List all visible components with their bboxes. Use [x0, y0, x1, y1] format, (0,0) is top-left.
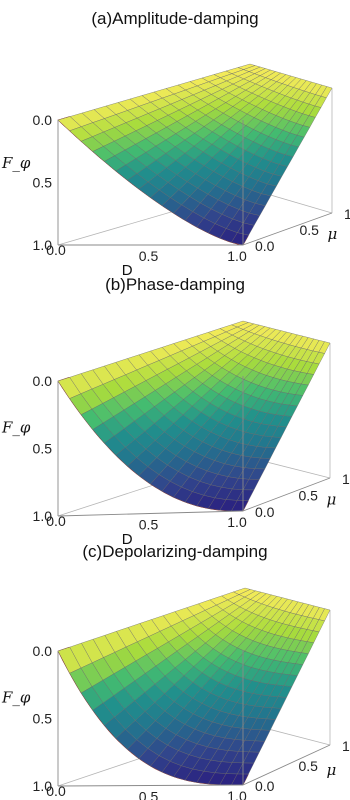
surface-panel-3: (c)Depolarizing-damping 1.0 0.5 0.0 F_φ 0.0 0.… — [1, 542, 350, 800]
y-tick-label: 0.0 — [255, 504, 275, 520]
y-tick-label: 1.0 — [344, 206, 350, 222]
x-tick-label: 0.5 — [139, 789, 159, 800]
y-axis-label: μ — [327, 761, 337, 779]
z-tick-label: 0.5 — [33, 441, 53, 457]
z-axis-label: F_φ — [1, 154, 31, 172]
y-axis-label: μ — [328, 225, 338, 243]
x-tick-label: 1.0 — [227, 514, 247, 530]
y-tick-label: 0.5 — [299, 488, 319, 504]
surface-panel-1: (a)Amplitude-damping 1.0 0.5 0.0 F_φ 0.0 0.5 1.… — [1, 9, 350, 279]
z-tick-label: 0.5 — [33, 711, 53, 727]
y-tick-label: 1.0 — [342, 471, 350, 487]
y-tick-label: 0.0 — [255, 238, 275, 254]
panel-title: (c)Depolarizing-damping — [82, 542, 267, 561]
y-tick-label: 0.5 — [300, 222, 320, 238]
z-axis-label: F_φ — [1, 688, 31, 706]
x-tick-label: 0.0 — [46, 242, 66, 258]
x-tick-label: 1.0 — [227, 248, 247, 264]
z-tick-label: 0.0 — [33, 373, 53, 389]
box-edge-front — [58, 511, 243, 516]
z-tick-label: 0.0 — [33, 643, 53, 659]
panel-title: (a)Amplitude-damping — [91, 9, 258, 28]
y-tick-label: 0.0 — [255, 778, 275, 794]
y-axis-label: μ — [327, 491, 337, 509]
z-tick-label: 0.5 — [33, 175, 53, 191]
z-axis-label: F_φ — [1, 418, 31, 436]
y-tick-label: 0.5 — [299, 758, 319, 774]
x-tick-label: 0.0 — [46, 513, 66, 529]
box-edge-front — [58, 785, 243, 786]
x-tick-label: 1.0 — [227, 788, 247, 800]
z-tick-label: 0.0 — [33, 112, 53, 128]
panel-title: (b)Phase-damping — [105, 275, 245, 294]
x-tick-label: 0.0 — [46, 783, 66, 799]
x-tick-label: 0.5 — [139, 517, 159, 533]
y-tick-label: 1.0 — [342, 738, 350, 754]
x-tick-label: 0.5 — [139, 248, 159, 264]
